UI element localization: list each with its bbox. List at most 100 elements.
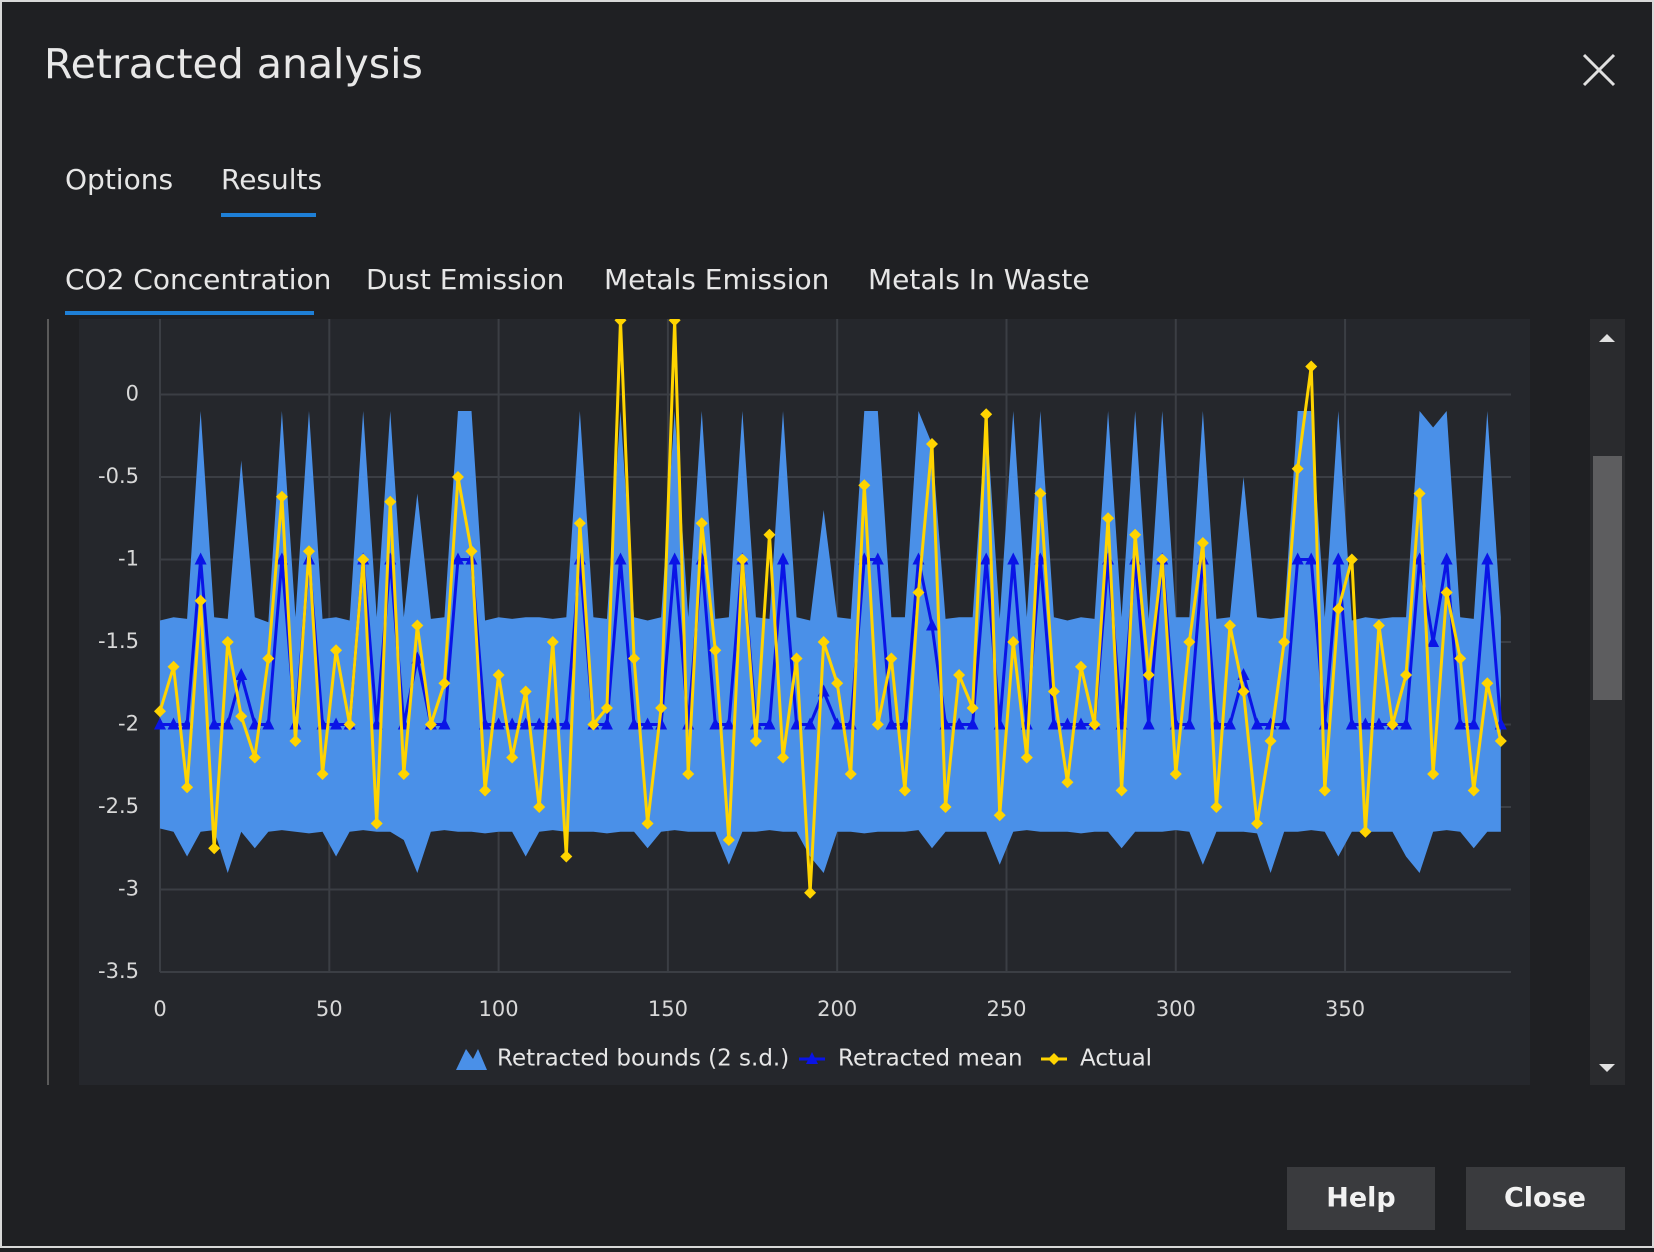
scrollbar[interactable] [1590, 319, 1625, 1085]
button-label: Close [1504, 1183, 1586, 1214]
point-marker [492, 669, 505, 681]
tab-underline [221, 213, 316, 217]
point-marker [628, 652, 641, 665]
point-marker [1372, 619, 1385, 632]
point-marker [777, 552, 790, 565]
point-marker [980, 408, 993, 421]
point-marker [1047, 685, 1060, 698]
point-marker [1020, 751, 1033, 764]
point-marker [1142, 669, 1155, 681]
point-marker [763, 717, 776, 730]
point-marker [343, 718, 356, 731]
point-marker [939, 801, 952, 813]
point-marker [397, 768, 410, 780]
point-marker [1427, 768, 1440, 780]
scroll-down[interactable] [1599, 1064, 1615, 1072]
point-marker [573, 517, 586, 530]
point-marker [885, 717, 898, 730]
point-marker [1345, 717, 1358, 730]
scroll-up[interactable] [1599, 334, 1615, 342]
point-marker [1345, 553, 1358, 566]
point-marker [316, 768, 329, 780]
point-marker [1278, 636, 1291, 648]
point-marker [614, 552, 627, 565]
point-marker [1454, 717, 1467, 730]
point-marker [885, 652, 898, 665]
close-icon[interactable] [1582, 53, 1616, 87]
y-tick-label: -1 [118, 547, 139, 571]
point-marker [533, 717, 546, 730]
dialog-title: Retracted analysis [44, 40, 423, 88]
point-marker [1481, 552, 1494, 565]
point-marker [506, 751, 519, 764]
point-marker [560, 850, 573, 863]
point-marker [831, 677, 844, 690]
point-marker [167, 660, 180, 673]
y-tick-label: -2 [118, 712, 139, 736]
point-marker [1061, 776, 1074, 789]
scroll-thumb[interactable] [1593, 456, 1622, 700]
button-label: Help [1326, 1183, 1396, 1214]
point-marker [1251, 817, 1264, 830]
point-marker [1007, 552, 1020, 565]
point-marker [330, 717, 343, 730]
plot: -3.5 -3 -2.5 -2 -1.5 -1 -0.5 0 0.5 0 50 100 150 200 25… [98, 299, 1511, 1021]
x-tick-label: 300 [1156, 997, 1196, 1021]
x-tick-label: 50 [316, 997, 343, 1021]
point-marker [1427, 635, 1440, 647]
point-marker [1251, 717, 1264, 730]
point-marker [668, 552, 681, 565]
point-marker [465, 545, 478, 558]
point-marker [194, 552, 207, 565]
point-marker [411, 619, 424, 632]
point-marker [912, 586, 925, 599]
point-marker [438, 677, 451, 690]
point-marker [1183, 636, 1196, 648]
help-button[interactable] [1287, 1167, 1435, 1230]
point-marker [546, 717, 559, 730]
point-marker [804, 886, 817, 899]
subtab[interactable]: Dust Emission [366, 263, 564, 296]
y-tick-label: 0.5 [106, 299, 139, 323]
x-tick-label: 250 [986, 997, 1026, 1021]
tab[interactable]: Results [221, 163, 322, 196]
point-marker [235, 668, 248, 680]
legend-icon [806, 1052, 818, 1064]
x-tick-label: 100 [479, 997, 519, 1021]
y-tick-label: -1.5 [98, 629, 139, 653]
point-marker [1129, 528, 1142, 541]
point-marker [953, 669, 966, 681]
tab[interactable]: Options [65, 163, 173, 196]
point-marker [167, 717, 180, 730]
point-marker [1034, 487, 1047, 500]
point-marker [1088, 718, 1101, 731]
y-tick-label: -0.5 [98, 464, 139, 488]
point-marker [479, 784, 492, 797]
point-marker [1454, 652, 1467, 665]
point-marker [1074, 717, 1087, 730]
subtab[interactable]: Metals Emission [604, 263, 829, 296]
legend-label: Actual [1080, 1046, 1152, 1072]
point-marker [1156, 553, 1169, 566]
point-marker [154, 717, 166, 730]
point-marker [1061, 717, 1074, 730]
point-marker [628, 717, 641, 730]
point-marker [641, 717, 654, 730]
close-button[interactable] [1466, 1167, 1625, 1230]
subtab[interactable]: Metals In Waste [868, 263, 1090, 296]
y-tick-label: -2.5 [98, 794, 139, 818]
point-marker [208, 717, 221, 730]
point-marker [1237, 685, 1250, 698]
point-marker [289, 735, 302, 747]
point-marker [614, 319, 627, 327]
point-marker [275, 490, 288, 503]
point-marker [1183, 717, 1196, 730]
point-marker [154, 705, 166, 718]
subtab[interactable]: CO2 Concentration [65, 263, 331, 296]
point-marker [763, 528, 776, 541]
point-marker [1047, 717, 1060, 730]
point-marker [451, 471, 464, 483]
x-tick-label: 150 [648, 997, 688, 1021]
point-marker [1305, 552, 1318, 565]
point-marker [695, 517, 708, 530]
